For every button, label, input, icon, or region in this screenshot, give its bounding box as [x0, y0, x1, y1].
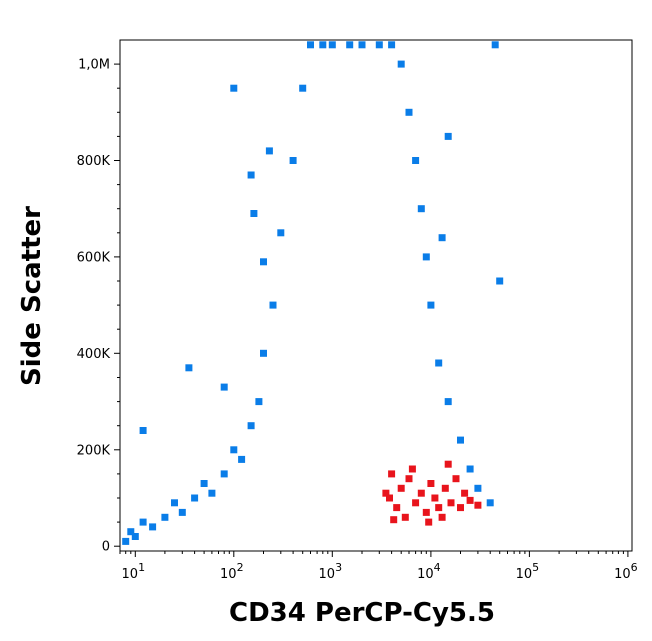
data-point-0-10 [208, 489, 216, 497]
data-point-1-9 [427, 480, 435, 487]
data-point-0-16 [260, 349, 267, 357]
data-point-0-37 [466, 465, 474, 473]
y-tick-label-2: 400K [77, 347, 111, 362]
data-point-0-42 [185, 364, 193, 372]
data-point-1-10 [431, 494, 439, 502]
data-point-1-19 [390, 516, 398, 524]
y-axis-title: Side Scatter [17, 206, 47, 386]
data-point-0-45 [247, 171, 255, 179]
data-point-1-15 [457, 504, 464, 512]
data-point-0-38 [474, 484, 482, 492]
data-point-0-41 [491, 41, 499, 49]
data-point-1-8 [422, 508, 430, 516]
data-point-1-21 [408, 465, 416, 473]
data-point-0-46 [230, 84, 238, 92]
data-point-0-36 [457, 436, 464, 444]
data-point-0-0 [122, 537, 130, 545]
data-point-1-14 [452, 475, 460, 483]
data-point-1-18 [474, 501, 482, 509]
data-point-0-22 [319, 41, 327, 49]
data-point-1-3 [397, 484, 405, 492]
data-point-1-1 [388, 470, 396, 478]
data-point-0-13 [238, 455, 246, 463]
data-point-1-24 [444, 460, 452, 468]
data-point-0-44 [220, 383, 228, 391]
data-point-0-12 [230, 446, 238, 454]
data-point-1-7 [417, 489, 425, 497]
data-point-1-6 [412, 499, 420, 507]
data-point-0-32 [422, 253, 430, 261]
data-point-0-47 [265, 147, 273, 155]
y-tick-label-0: 0 [102, 540, 110, 555]
data-point-0-26 [375, 41, 383, 49]
data-point-0-25 [358, 41, 366, 49]
data-point-0-27 [388, 41, 396, 49]
data-point-0-21 [307, 41, 314, 49]
data-point-0-5 [161, 513, 169, 521]
data-point-0-39 [486, 499, 494, 507]
data-point-0-6 [171, 499, 178, 507]
plot-frame [119, 39, 633, 552]
data-point-0-20 [299, 84, 307, 92]
data-point-1-11 [435, 504, 443, 512]
data-point-0-48 [260, 258, 267, 266]
data-point-1-17 [466, 496, 474, 504]
data-point-0-9 [200, 480, 208, 487]
x-tick-label-1: 102 [220, 561, 244, 582]
data-point-0-2 [131, 533, 139, 540]
data-point-0-51 [444, 132, 452, 140]
data-point-1-22 [425, 518, 433, 526]
data-point-0-33 [427, 301, 435, 309]
series-1 [382, 460, 482, 526]
data-point-1-12 [441, 484, 449, 492]
data-point-0-17 [269, 301, 277, 309]
data-point-0-31 [417, 205, 425, 213]
y-tick-label-5: 1,0M [78, 58, 110, 73]
data-point-0-23 [328, 41, 336, 49]
x-tick-label-4: 105 [516, 561, 540, 582]
data-point-0-14 [247, 422, 255, 430]
data-point-0-49 [250, 210, 258, 217]
data-point-0-19 [289, 157, 297, 164]
data-point-0-4 [149, 523, 157, 531]
x-tick-label-5: 106 [614, 561, 638, 582]
y-tick-label-3: 600K [77, 250, 111, 265]
y-axis-ticks: 0 200K 400K 600K 800K 1,0M [77, 58, 120, 555]
x-tick-label-0: 101 [122, 561, 146, 582]
data-point-0-8 [191, 494, 199, 502]
data-point-0-28 [397, 60, 405, 68]
data-point-1-5 [405, 475, 413, 483]
data-point-0-24 [346, 41, 354, 49]
x-tick-label-3: 104 [417, 561, 441, 582]
points-layer [122, 41, 504, 545]
data-point-1-2 [393, 504, 401, 512]
data-point-0-43 [139, 427, 147, 434]
data-point-0-50 [438, 234, 446, 242]
data-point-0-35 [444, 398, 452, 406]
data-point-0-1 [127, 528, 135, 536]
x-tick-label-2: 103 [319, 561, 343, 582]
data-point-0-7 [178, 508, 186, 516]
data-point-0-29 [405, 108, 413, 116]
x-axis-title: CD34 PerCP-Cy5.5 [229, 598, 495, 628]
data-point-1-23 [438, 513, 446, 521]
data-point-0-40 [496, 277, 504, 285]
y-tick-label-4: 800K [77, 154, 111, 169]
data-point-0-15 [255, 398, 263, 406]
data-point-1-0 [382, 489, 390, 497]
data-point-1-4 [401, 513, 409, 521]
data-point-1-13 [447, 499, 455, 507]
data-point-0-18 [277, 229, 285, 237]
x-axis-ticks: 101 102 103 104 105 106 [119, 551, 638, 582]
data-point-0-3 [139, 518, 147, 526]
data-point-0-11 [220, 470, 228, 478]
data-point-0-30 [412, 157, 420, 164]
data-point-0-34 [435, 359, 443, 367]
y-tick-label-1: 200K [77, 443, 111, 458]
data-point-1-16 [461, 489, 469, 497]
series-0 [122, 41, 504, 545]
data-point-1-20 [386, 494, 393, 502]
